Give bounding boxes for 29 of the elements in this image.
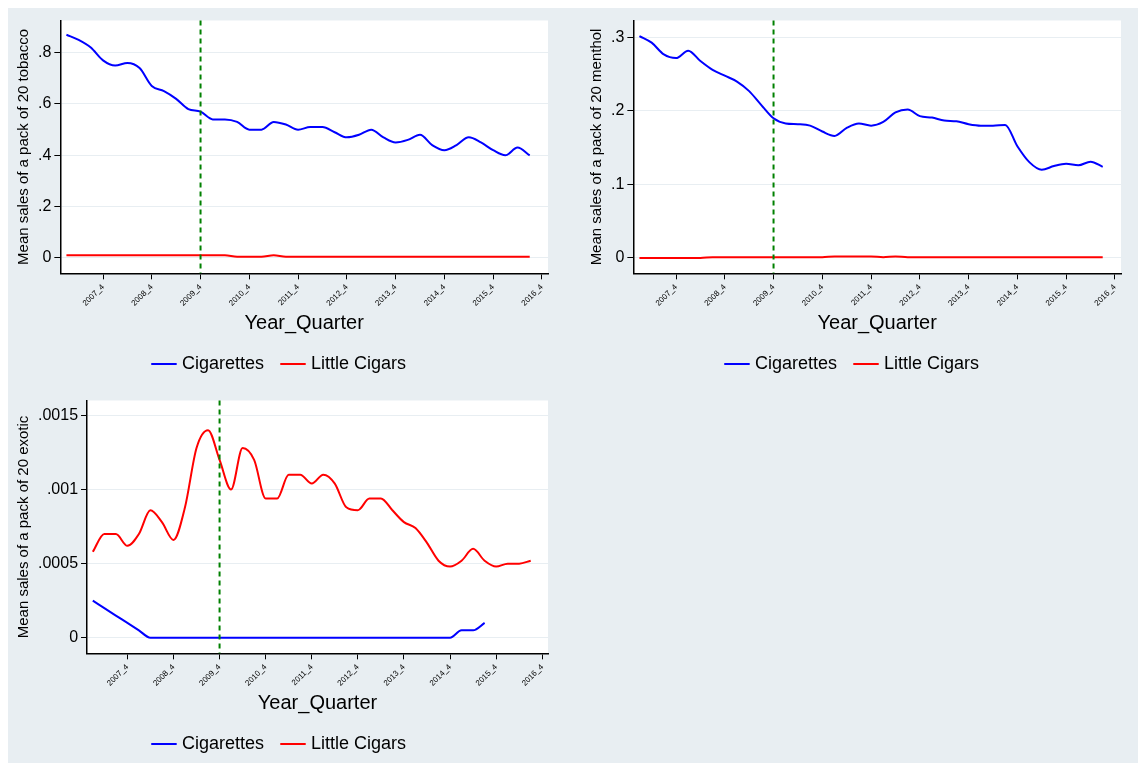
x-axis-title: Year_Quarter bbox=[257, 690, 378, 714]
legend-label: Little Cigars bbox=[884, 352, 980, 373]
line-series bbox=[65, 33, 531, 157]
y-tick-label: .2 bbox=[38, 197, 52, 215]
y-axis-title: Mean sales of a pack of 20 exotic bbox=[14, 415, 32, 639]
y-tick-label: .4 bbox=[38, 145, 52, 163]
y-tick-label: .001 bbox=[46, 479, 79, 497]
y-axis-title: Mean sales of a pack of 20 menthol bbox=[587, 28, 605, 266]
y-axis-title: Mean sales of a pack of 20 tobacco bbox=[14, 28, 32, 265]
y-tick-label: .1 bbox=[611, 174, 625, 192]
y-tick-label: 0 bbox=[615, 248, 625, 266]
line-series bbox=[91, 429, 532, 568]
y-tick-label: 0 bbox=[69, 628, 79, 646]
legend-label: Little Cigars bbox=[311, 352, 407, 373]
legend-label: Cigarettes bbox=[181, 732, 265, 753]
legend-label: Cigarettes bbox=[754, 352, 838, 373]
y-tick-label: .3 bbox=[611, 27, 625, 45]
x-axis-title: Year_Quarter bbox=[244, 310, 365, 334]
y-tick-label: .6 bbox=[38, 94, 52, 112]
line-series bbox=[91, 599, 486, 639]
y-tick-label: .2 bbox=[611, 101, 625, 119]
legend-label: Little Cigars bbox=[311, 732, 407, 753]
line-series bbox=[638, 35, 1104, 171]
y-tick-label: .8 bbox=[38, 43, 52, 61]
y-tick-label: 0 bbox=[42, 248, 52, 266]
y-tick-label: .0005 bbox=[37, 554, 79, 572]
y-tick-label: .0015 bbox=[37, 405, 79, 423]
x-axis-title: Year_Quarter bbox=[817, 310, 938, 334]
legend-label: Cigarettes bbox=[181, 352, 265, 373]
